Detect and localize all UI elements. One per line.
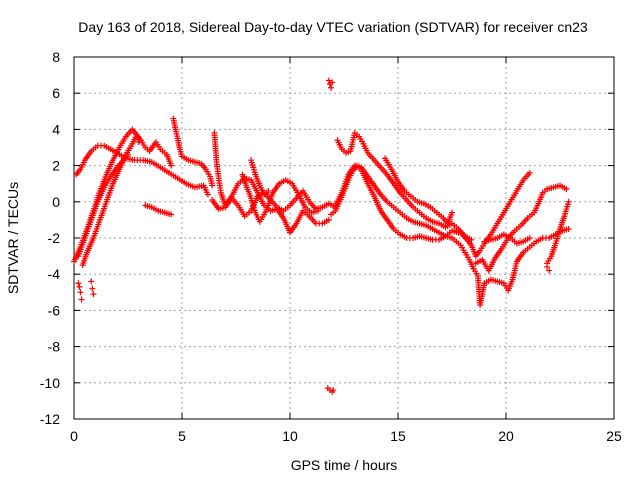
series-track-17 <box>472 182 570 274</box>
data-points <box>71 77 572 395</box>
data-point <box>325 216 332 223</box>
y-tick-labels: -12 -10 -8 -6 -4 -2 0 2 4 6 8 <box>40 49 60 427</box>
series-track-12 <box>332 162 462 243</box>
x-tick-label: 20 <box>498 428 514 444</box>
series-track-4 <box>79 131 175 269</box>
x-tick-label: 0 <box>70 428 78 444</box>
series-track-10 <box>248 157 272 198</box>
axis-ticks <box>73 56 615 420</box>
y-tick-label: -10 <box>40 375 60 391</box>
x-tick-label: 5 <box>178 428 186 444</box>
data-point <box>325 77 332 84</box>
series-outliers <box>75 77 553 395</box>
data-point <box>77 289 84 296</box>
y-tick-label: -4 <box>48 266 61 282</box>
series-track-19 <box>544 198 572 267</box>
data-point <box>565 198 572 205</box>
data-point <box>328 84 335 91</box>
data-point <box>209 182 216 189</box>
x-tick-label: 25 <box>606 428 622 444</box>
y-tick-label: 2 <box>52 158 60 174</box>
data-point <box>526 169 533 176</box>
data-point <box>265 187 272 194</box>
data-point <box>563 186 570 193</box>
data-point <box>315 207 322 214</box>
data-point <box>546 267 553 274</box>
y-tick-label: -6 <box>48 302 61 318</box>
series-track-14 <box>382 155 455 227</box>
data-point <box>89 285 96 292</box>
y-tick-label: 8 <box>52 49 60 65</box>
data-point <box>88 278 95 285</box>
data-point <box>544 263 551 270</box>
grid-lines <box>74 57 614 419</box>
y-tick-label: 4 <box>52 121 60 137</box>
y-axis-label: SDTVAR / TECUs <box>5 182 21 294</box>
data-point <box>168 162 175 169</box>
data-point <box>78 296 85 303</box>
x-axis-label: GPS time / hours <box>291 457 398 473</box>
y-tick-label: -12 <box>40 411 60 427</box>
y-tick-label: 0 <box>52 194 60 210</box>
data-point <box>526 235 533 241</box>
series-track-18 <box>481 231 533 247</box>
data-point <box>168 211 175 218</box>
x-tick-label: 10 <box>282 428 298 444</box>
data-point <box>329 79 336 86</box>
series-track-6 <box>170 115 216 189</box>
series-track-8 <box>209 187 339 220</box>
data-point <box>204 191 211 198</box>
data-point <box>90 291 97 298</box>
y-tick-label: -2 <box>48 230 61 246</box>
series-track-3 <box>75 151 131 260</box>
x-tick-label: 15 <box>390 428 406 444</box>
data-point <box>75 280 82 287</box>
data-point <box>76 283 83 290</box>
y-tick-label: 6 <box>52 85 60 101</box>
data-point <box>330 387 337 394</box>
y-tick-label: -8 <box>48 339 61 355</box>
series-track-7 <box>211 130 332 236</box>
series-track-9 <box>239 171 322 225</box>
data-point <box>565 225 572 232</box>
series-track-2 <box>73 142 211 198</box>
chart-title: Day 163 of 2018, Sidereal Day-to-day VTE… <box>78 19 588 35</box>
series-track-13 <box>334 130 475 243</box>
series-track-5 <box>142 202 175 218</box>
x-tick-labels: 0 5 10 15 20 25 <box>70 428 622 444</box>
data-point <box>449 209 455 216</box>
